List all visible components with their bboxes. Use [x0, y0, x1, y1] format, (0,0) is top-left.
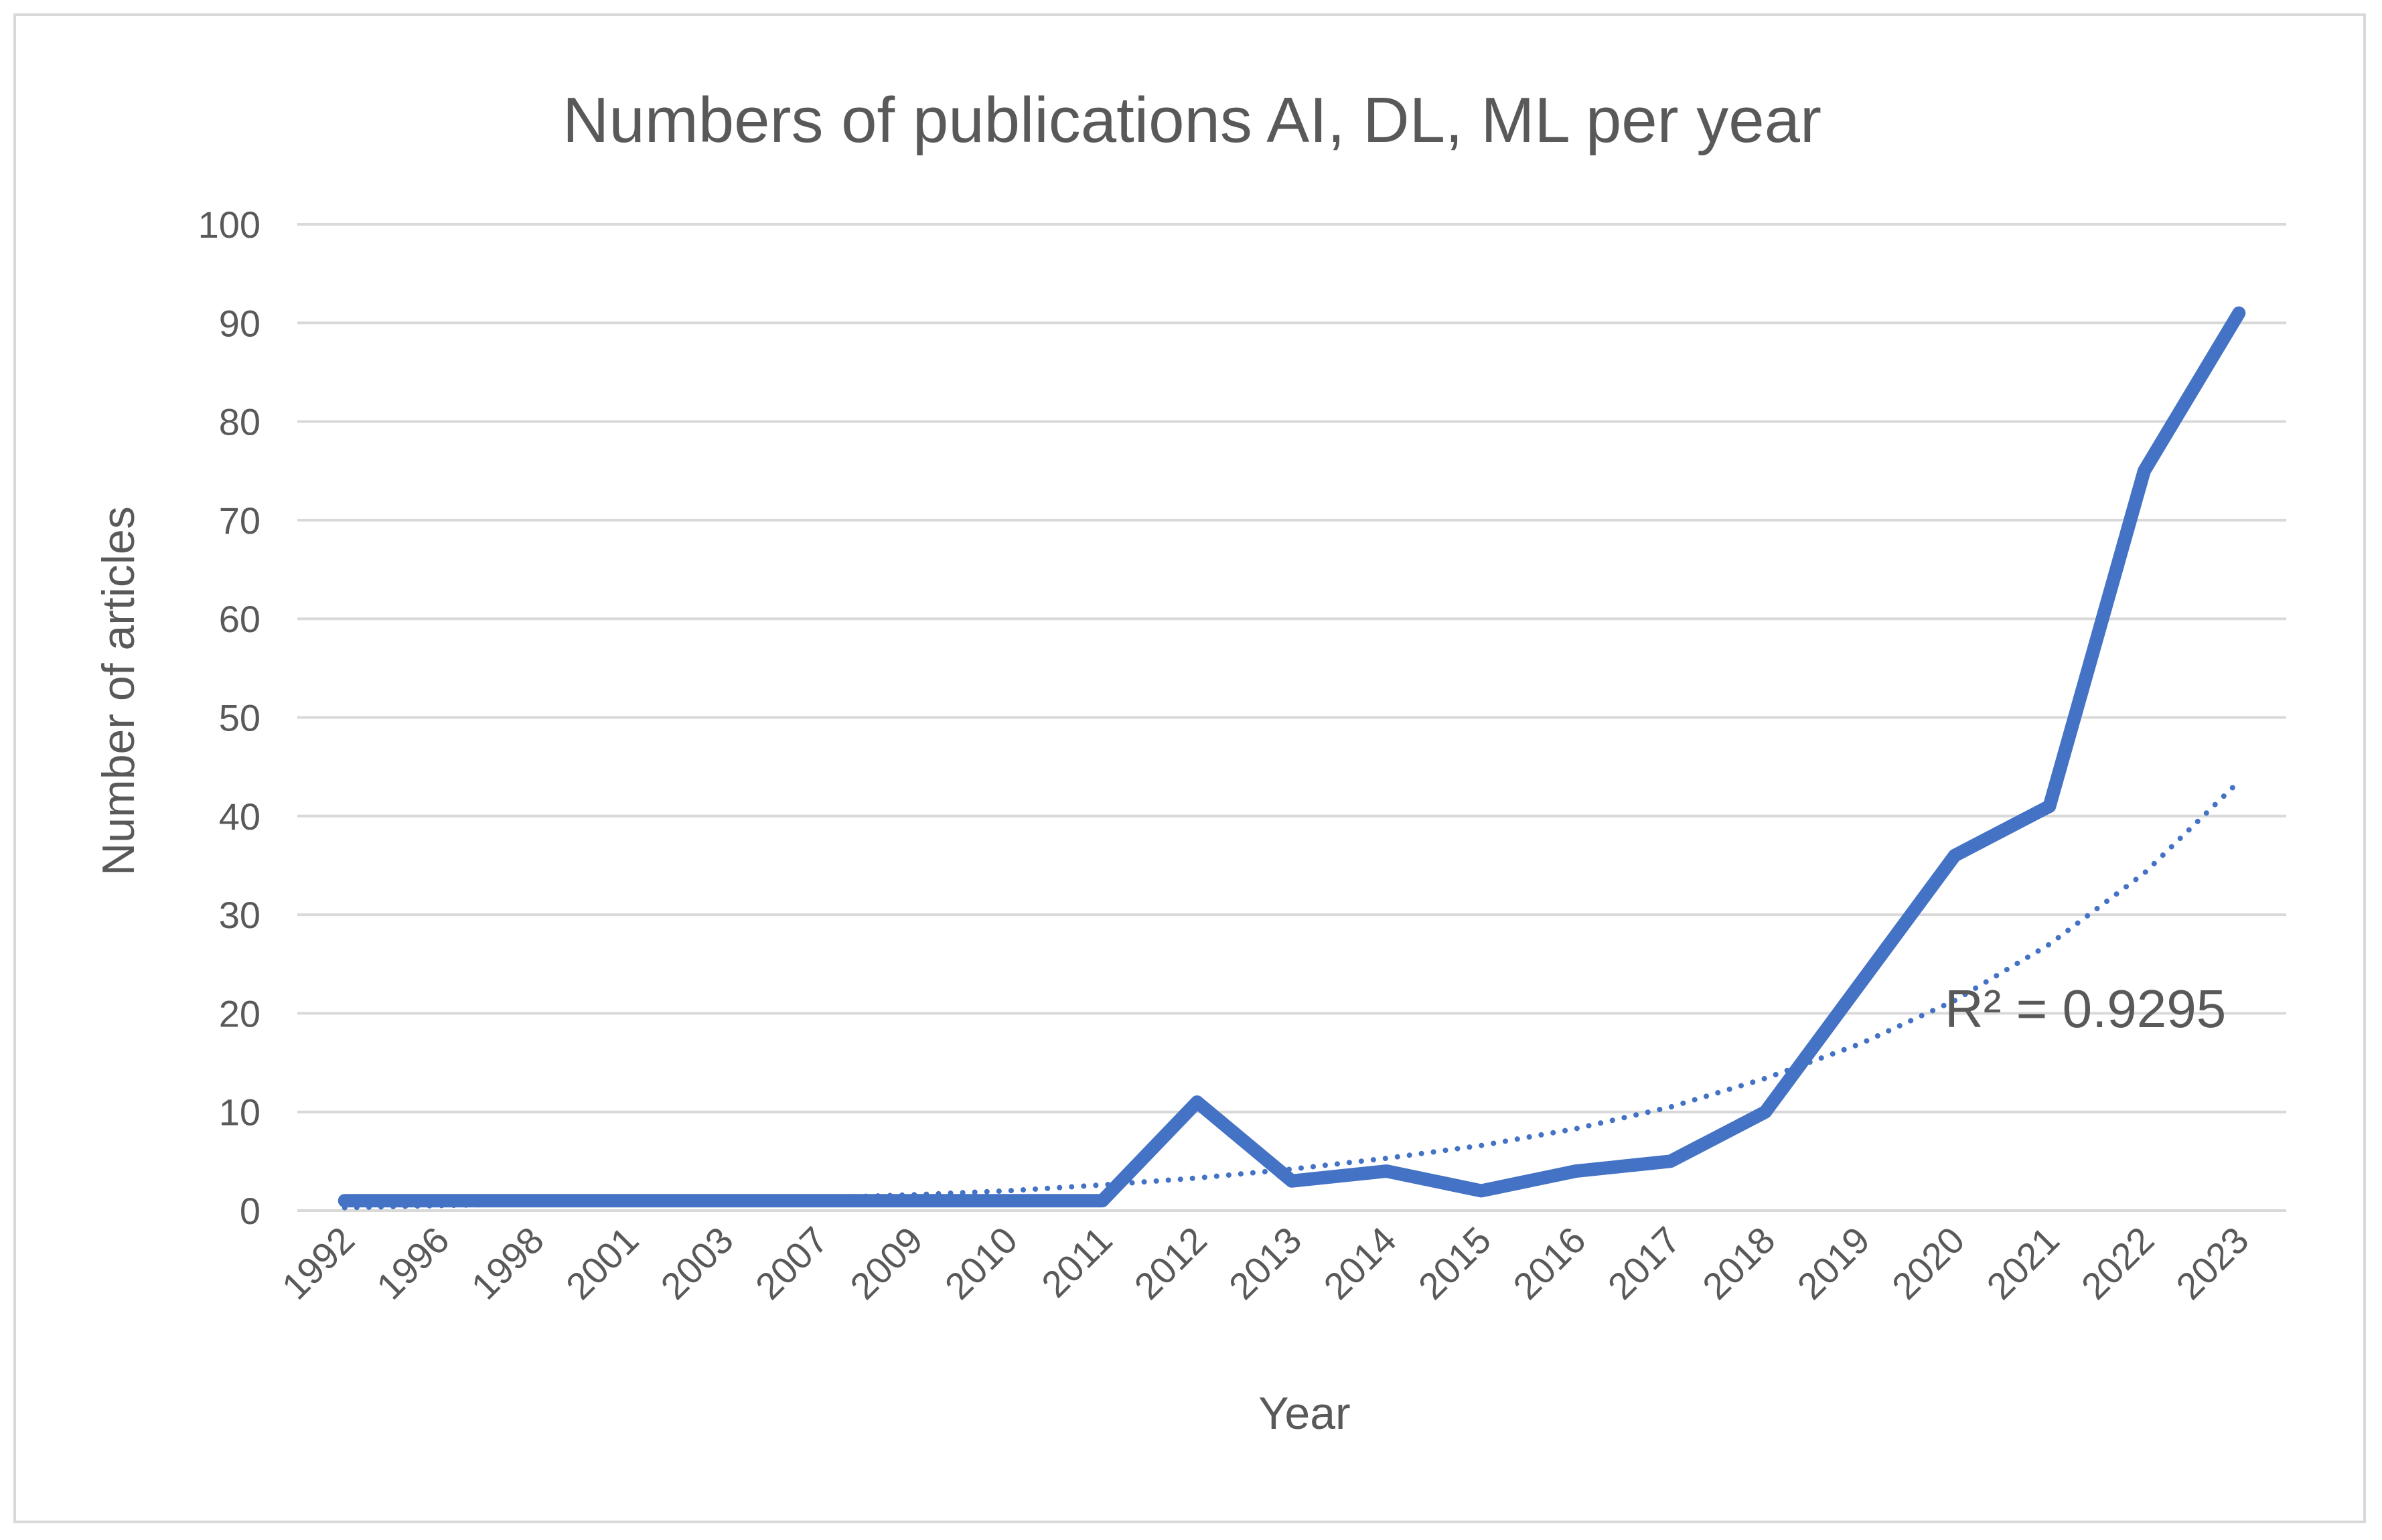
y-tick-label: 30 — [219, 894, 260, 936]
y-tick-label: 10 — [219, 1091, 260, 1134]
x-tick-label: 2007 — [747, 1219, 836, 1308]
x-tick-label: 2020 — [1884, 1219, 1973, 1308]
y-tick-label: 80 — [219, 401, 260, 443]
y-tick-label: 60 — [219, 598, 260, 640]
x-tick-label: 2010 — [937, 1219, 1026, 1308]
y-tick-label: 100 — [198, 204, 260, 246]
x-tick-label: 2021 — [1978, 1219, 2067, 1308]
x-tick-label: 1998 — [463, 1219, 552, 1308]
y-tick-label: 0 — [240, 1190, 260, 1232]
x-tick-label: 2023 — [2168, 1219, 2257, 1308]
x-tick-label: 2015 — [1410, 1219, 1499, 1308]
x-tick-labels: 1992 1996 1998 2001 2003 2007 2009 2010 2011 2012… — [274, 1219, 2257, 1308]
x-tick-label: 1996 — [368, 1219, 457, 1308]
x-tick-label: 2016 — [1505, 1219, 1594, 1308]
x-tick-label: 2018 — [1694, 1219, 1783, 1308]
y-tick-label: 50 — [219, 697, 260, 739]
y-tick-label: 20 — [219, 992, 260, 1034]
x-tick-label: 2011 — [1033, 1219, 1120, 1306]
x-tick-label: 2001 — [558, 1219, 647, 1308]
x-tick-label: 2019 — [1789, 1219, 1878, 1308]
chart-svg: Numbers of publications AI, DL, ML per y… — [93, 84, 2286, 1439]
r-squared-annotation: R² = 0.9295 — [1945, 979, 2226, 1038]
x-tick-label: 2003 — [652, 1219, 741, 1308]
series-line — [338, 306, 2246, 1208]
y-tick-labels: 0 10 20 30 40 50 60 70 80 90 100 — [198, 204, 260, 1232]
x-tick-label: 2022 — [2073, 1219, 2162, 1308]
chart-frame: Numbers of publications AI, DL, ML per y… — [13, 13, 2366, 1523]
chart-title: Numbers of publications AI, DL, ML per y… — [563, 84, 1821, 156]
x-axis-title: Year — [1258, 1388, 1350, 1439]
x-tick-label: 1992 — [274, 1219, 363, 1308]
x-tick-label: 2013 — [1221, 1219, 1310, 1308]
x-tick-label: 2017 — [1600, 1219, 1689, 1308]
gridlines — [297, 223, 2286, 1212]
y-tick-label: 40 — [219, 795, 260, 838]
x-tick-label: 2014 — [1315, 1219, 1404, 1308]
y-tick-label: 70 — [219, 499, 260, 542]
y-tick-label: 90 — [219, 302, 260, 344]
x-tick-label: 2009 — [842, 1219, 931, 1308]
y-axis-title: Number of articles — [93, 506, 144, 876]
x-tick-label: 2012 — [1126, 1219, 1215, 1308]
